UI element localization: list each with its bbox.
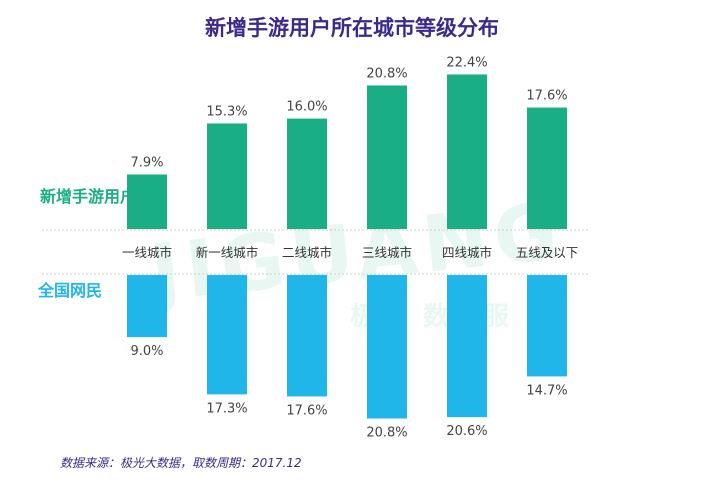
bar-netizens-1 <box>207 275 247 395</box>
chart-title: 新增手游用户所在城市等级分布 <box>205 16 499 40</box>
label-netizens-3: 20.8% <box>366 426 407 441</box>
label-new-users-2: 16.0% <box>286 100 327 115</box>
source-note: 数据来源：极光大数据，取数周期：2017.12 <box>60 456 302 470</box>
category-label-1: 新一线城市 <box>196 245 259 260</box>
legend-new-mobile-game-users: 新增手游用户 <box>40 186 136 208</box>
category-label-3: 三线城市 <box>362 245 412 260</box>
label-new-users-5: 17.6% <box>526 89 567 104</box>
bar-new-users-0 <box>127 174 167 229</box>
bar-netizens-5 <box>527 275 567 377</box>
bar-new-users-1 <box>207 123 247 229</box>
legend-new-mobile-game-users-text: 新增手游用户 <box>40 187 137 206</box>
label-netizens-0: 9.0% <box>130 344 163 359</box>
label-netizens-1: 17.3% <box>206 401 247 416</box>
category-label-0: 一线城市 <box>122 245 172 260</box>
legend-national-netizens-text: 全国网民 <box>38 281 103 300</box>
label-new-users-1: 15.3% <box>206 104 247 119</box>
label-new-users-0: 7.9% <box>130 155 163 170</box>
legend-national-netizens: 全国网民 <box>38 280 102 302</box>
bar-new-users-5 <box>527 107 567 229</box>
bar-netizens-2 <box>287 275 327 397</box>
label-new-users-4: 22.4% <box>446 55 487 70</box>
bar-netizens-0 <box>127 275 167 338</box>
bar-new-users-2 <box>287 118 327 229</box>
label-new-users-3: 20.8% <box>366 66 407 81</box>
category-label-2: 二线城市 <box>282 245 332 260</box>
label-netizens-2: 17.6% <box>286 403 327 418</box>
category-label-5: 五线及以下 <box>516 245 579 260</box>
category-label-4: 四线城市 <box>442 245 492 260</box>
label-netizens-4: 20.6% <box>446 424 487 439</box>
label-netizens-5: 14.7% <box>526 383 567 398</box>
bar-netizens-3 <box>367 275 407 419</box>
bar-netizens-4 <box>447 275 487 418</box>
bar-new-users-3 <box>367 85 407 229</box>
bar-new-users-4 <box>447 74 487 229</box>
